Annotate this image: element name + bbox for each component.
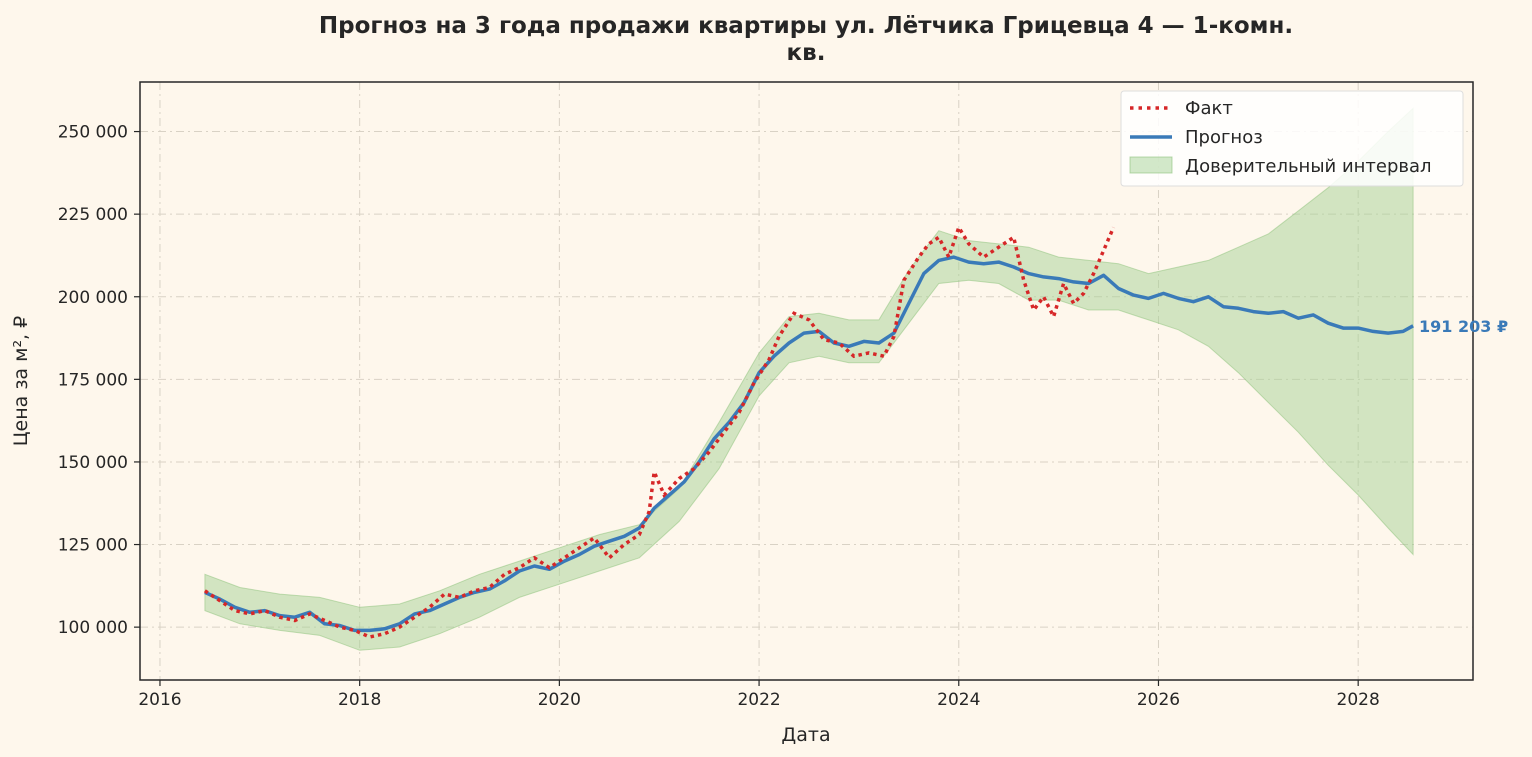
legend-interval-label: Доверительный интервал <box>1185 156 1432 177</box>
fact-line <box>203 223 1116 639</box>
chart-title-line1: Прогноз на 3 года продажи квартиры ул. Л… <box>319 13 1293 39</box>
y-tick-label: 100 000 <box>58 618 128 638</box>
forecast-line <box>204 255 1414 633</box>
forecast-end-value-label: 191 203 ₽ <box>1419 317 1508 336</box>
y-tick-label: 200 000 <box>58 288 128 308</box>
x-tick-label: 2020 <box>538 690 581 710</box>
legend: Факт Прогноз Доверительный интервал <box>1120 90 1464 187</box>
x-tick-label: 2026 <box>1137 690 1180 710</box>
x-tick-label: 2016 <box>138 690 181 710</box>
y-tick-label: 175 000 <box>58 370 128 390</box>
legend-forecast-label: Прогноз <box>1185 127 1263 148</box>
y-tick-label: 125 000 <box>58 536 128 556</box>
legend-interval-marker <box>1129 156 1173 174</box>
x-axis: 2016 2018 2020 2022 2024 2026 2028 <box>138 680 1380 710</box>
y-axis: 100 000 125 000 150 000 175 000 200 000 225 0… <box>58 123 140 638</box>
confidence-interval-band <box>204 107 1414 651</box>
plot-area <box>203 107 1414 651</box>
x-tick-label: 2024 <box>937 690 980 710</box>
x-tick-label: 2018 <box>338 690 381 710</box>
chart-title-line2: кв. <box>787 40 826 66</box>
x-axis-label: Дата <box>781 724 830 746</box>
y-tick-label: 250 000 <box>58 123 128 143</box>
legend-box <box>1120 90 1464 187</box>
legend-fact-label: Факт <box>1185 98 1233 119</box>
x-tick-label: 2028 <box>1337 690 1380 710</box>
y-tick-label: 225 000 <box>58 205 128 225</box>
y-tick-label: 150 000 <box>58 453 128 473</box>
plot-frame <box>139 81 1474 681</box>
x-tick-label: 2022 <box>737 690 780 710</box>
y-axis-label: Цена за м², ₽ <box>10 316 32 446</box>
